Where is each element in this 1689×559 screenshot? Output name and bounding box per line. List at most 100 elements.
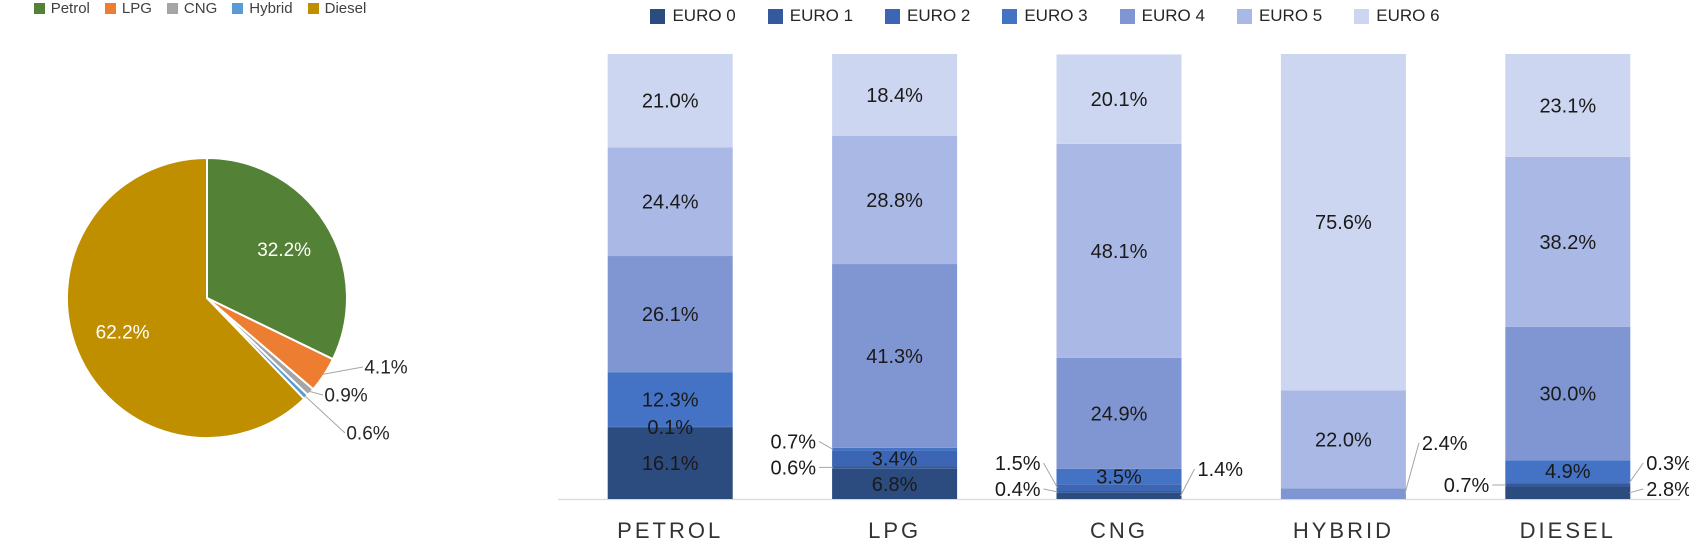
pie-leader-line [323, 366, 364, 375]
bar-data-label: 2.4% [1422, 433, 1468, 455]
bar-data-label: 0.1% [647, 417, 693, 439]
bar-segment-lpg-euro-3 [832, 447, 958, 451]
legend-label: EURO 6 [1376, 6, 1440, 25]
bar-segment-diesel-euro-5 [1505, 156, 1631, 327]
bar-segment-petrol-euro-0 [607, 427, 733, 499]
x-axis-label-petrol: PETROL [617, 518, 723, 543]
bar-segment-lpg-euro-6 [832, 54, 958, 136]
legend-swatch [307, 3, 319, 14]
pie-data-label: 62.2% [96, 323, 150, 344]
bar-data-label: 30.0% [1539, 384, 1596, 406]
pie-data-label: 0.6% [346, 424, 389, 445]
bar-data-label: 0.3% [1646, 453, 1689, 475]
bar-segment-lpg-euro-1 [832, 466, 958, 469]
legend-label: EURO 3 [1024, 6, 1088, 25]
pie-legend-item-hybrid: Hybrid [232, 0, 293, 17]
x-axis-label-diesel: DIESEL [1520, 518, 1616, 543]
bar-segment-diesel-euro-1 [1505, 483, 1631, 487]
pie-legend-item-cng: CNG [166, 0, 217, 17]
bar-segment-cng-euro-5 [1056, 143, 1182, 358]
legend-swatch [1354, 8, 1370, 24]
bar-segment-diesel-euro-4 [1505, 326, 1631, 461]
legend-swatch [1119, 8, 1135, 24]
bar-legend-item-euro-4: EURO 4 [1119, 6, 1205, 26]
pie-data-label: 32.2% [257, 240, 311, 261]
bar-data-label: 3.4% [872, 449, 918, 471]
pie-leader-line [304, 395, 346, 434]
legend-label: LPG [121, 0, 152, 17]
bar-data-label: 0.6% [771, 457, 817, 479]
legend-swatch [1002, 8, 1018, 24]
bar-data-label: 75.6% [1315, 212, 1372, 234]
bar-segment-diesel-euro-2 [1505, 482, 1631, 484]
bar-leader-line [818, 440, 834, 450]
bar-data-label: 1.4% [1198, 459, 1244, 481]
legend-swatch [33, 3, 45, 14]
legend-swatch [232, 3, 244, 14]
pie-leader-line [309, 391, 324, 396]
bar-data-label: 21.0% [642, 91, 699, 113]
bar-segment-hybrid-euro-6 [1280, 54, 1406, 391]
bar-segment-hybrid-euro-5 [1280, 390, 1406, 489]
bar-data-label: 6.8% [872, 474, 918, 496]
legend-label: EURO 5 [1258, 6, 1323, 25]
bar-leader-line [1629, 488, 1644, 494]
bar-leader-line [1043, 462, 1058, 488]
bar-legend-item-euro-0: EURO 0 [650, 6, 736, 26]
legend-label: EURO 2 [907, 6, 971, 25]
bar-legend-item-euro-3: EURO 3 [1002, 6, 1088, 26]
legend-label: EURO 0 [672, 6, 736, 25]
bar-data-label: 24.4% [642, 192, 699, 214]
bar-segment-cng-euro-4 [1056, 357, 1182, 469]
x-axis-label-lpg: LPG [868, 518, 921, 543]
bar-data-label: 12.3% [642, 390, 699, 412]
x-axis-label-hybrid: HYBRID [1293, 518, 1394, 543]
bar-data-label: 20.1% [1091, 89, 1148, 111]
bar-segment-hybrid-euro-4 [1280, 488, 1406, 499]
bar-segment-petrol-euro-5 [607, 147, 733, 257]
bar-segment-petrol-euro-6 [607, 54, 733, 148]
bar-segment-cng-euro-3 [1056, 468, 1182, 485]
bar-legend-item-euro-2: EURO 2 [885, 6, 970, 26]
legend-label: Hybrid [249, 0, 293, 17]
bar-leader-line [1043, 488, 1058, 493]
legend-swatch [104, 3, 116, 14]
bar-segment-diesel-euro-0 [1505, 486, 1631, 499]
bar-data-label: 41.3% [866, 346, 923, 368]
pie-slice-diesel [66, 156, 306, 439]
bar-segment-petrol-euro-3 [607, 372, 733, 427]
legend-swatch [166, 3, 178, 14]
bar-data-label: 18.4% [866, 85, 923, 107]
bar-legend-item-euro-1: EURO 1 [767, 6, 854, 26]
pie-legend-item-petrol: Petrol [33, 0, 90, 17]
legend-swatch [885, 8, 901, 24]
bar-leader-line [1628, 462, 1644, 484]
bar-segment-cng-euro-6 [1056, 54, 1182, 144]
bar-data-label: 2.8% [1646, 479, 1689, 501]
bar-segment-lpg-euro-0 [832, 468, 958, 499]
bar-leader-line [1404, 442, 1420, 494]
bar-segment-lpg-euro-5 [832, 135, 958, 265]
bar-data-label: 26.1% [642, 304, 699, 326]
legend-label: EURO 4 [1141, 6, 1205, 25]
bar-data-label: 0.7% [771, 431, 817, 453]
bar-data-label: 38.2% [1539, 232, 1596, 254]
pie-data-label: 0.9% [324, 386, 367, 407]
bar-data-label: 48.1% [1091, 241, 1148, 263]
bar-segment-diesel-euro-6 [1505, 54, 1631, 157]
bar-data-label: 23.1% [1539, 95, 1596, 117]
bar-segment-lpg-euro-2 [832, 450, 958, 467]
legend-label: Petrol [50, 0, 90, 17]
legend-swatch [650, 8, 666, 24]
bar-data-label: 0.4% [995, 479, 1041, 501]
legend-swatch [767, 8, 783, 24]
bar-data-label: 16.1% [642, 453, 699, 475]
bar-segment-petrol-euro-4 [607, 256, 733, 373]
bar-legend: EURO 0 EURO 1 EURO 2 EURO 3 EURO 4 EURO 5 EURO… [540, 6, 1550, 26]
bar-legend-item-euro-5: EURO 5 [1236, 6, 1323, 26]
pie-data-label: 4.1% [364, 358, 407, 379]
pie-legend-item-diesel: Diesel [307, 0, 366, 17]
bar-segment-cng-euro-1 [1056, 490, 1182, 493]
legend-label: EURO 1 [789, 6, 854, 25]
